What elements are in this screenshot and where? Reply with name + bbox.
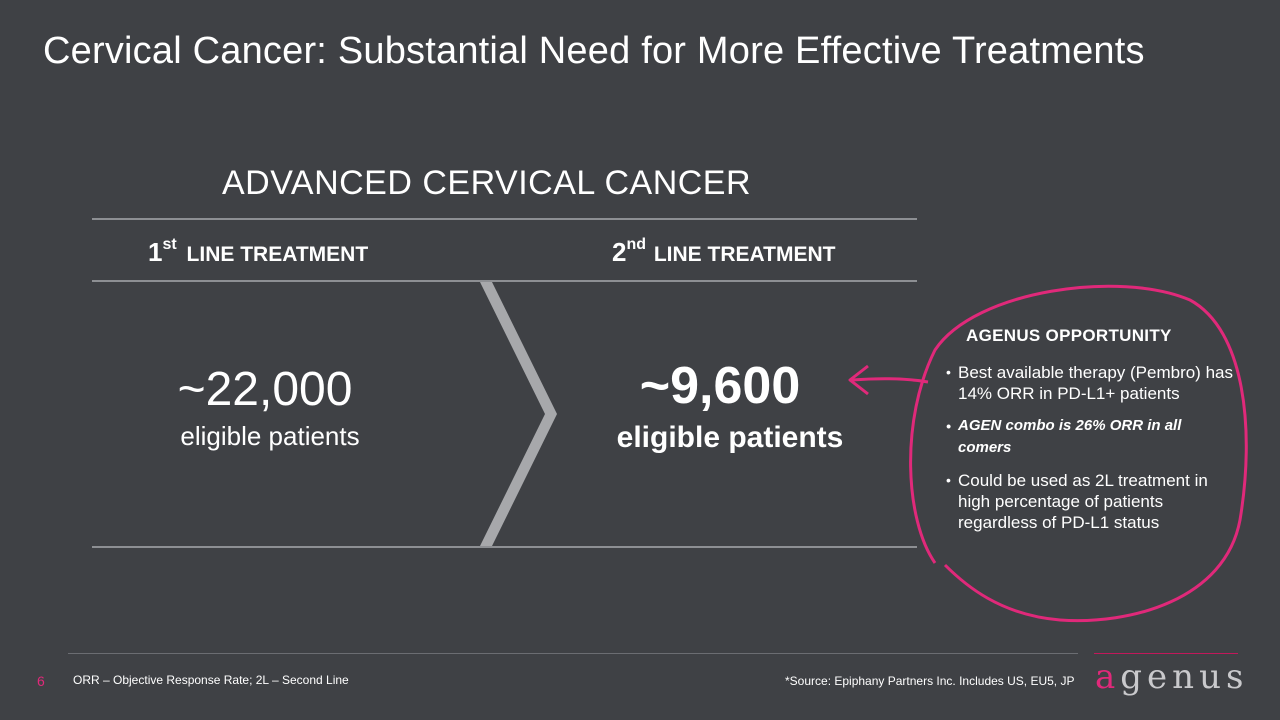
first-line-patient-count: ~22,000 [177, 363, 353, 416]
pointer-arrow-icon [848, 364, 929, 396]
second-line-ordinal: 2 [612, 237, 627, 267]
first-line-suffix: st [162, 236, 177, 253]
agenus-logo: agenus [1095, 657, 1248, 697]
abbreviations-note: ORR – Objective Response Rate; 2L – Seco… [73, 673, 349, 687]
slide-title: Cervical Cancer: Substantial Need for Mo… [43, 30, 1145, 72]
opportunity-bullet-emphasis: AGEN combo is 26% ORR in all comers [946, 415, 1236, 459]
second-line-patient-count: ~9,600 [639, 357, 801, 415]
first-line-header: 1st LINE TREATMENT [148, 236, 368, 268]
second-line-label: LINE TREATMENT [653, 243, 836, 266]
chevron-arrow-icon [480, 282, 557, 546]
logo-divider [1094, 653, 1238, 654]
divider-top [92, 218, 917, 220]
divider-bottom [92, 546, 917, 548]
logo-rest: genus [1120, 657, 1249, 697]
footer-divider [68, 653, 1078, 654]
page-number: 6 [37, 673, 45, 689]
second-line-patient-label: eligible patients [616, 421, 844, 454]
opportunity-bullet-list: Best available therapy (Pembro) has 14% … [946, 362, 1236, 544]
first-line-patient-label: eligible patients [180, 421, 360, 451]
divider-middle [92, 280, 917, 282]
opportunity-title: AGENUS OPPORTUNITY [966, 326, 1172, 345]
first-line-label: LINE TREATMENT [186, 243, 369, 266]
section-title: ADVANCED CERVICAL CANCER [222, 164, 752, 202]
opportunity-bullet: Best available therapy (Pembro) has 14% … [946, 362, 1236, 404]
logo-first-letter: a [1095, 657, 1121, 697]
second-line-suffix: nd [626, 236, 647, 253]
opportunity-bullet: Could be used as 2L treatment in high pe… [946, 470, 1236, 533]
second-line-header: 2nd LINE TREATMENT [612, 236, 835, 268]
first-line-ordinal: 1 [148, 237, 163, 267]
source-note: *Source: Epiphany Partners Inc. Includes… [785, 674, 1075, 688]
